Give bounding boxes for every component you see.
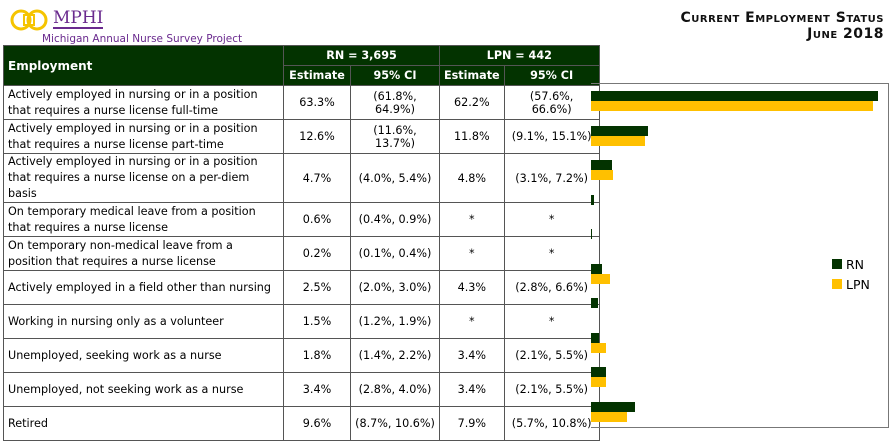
cell-rn: 9.6% — [283, 406, 351, 441]
employment-table: Employment RN = 3,695 LPN = 442 Estimate… — [3, 45, 600, 441]
bar-lpn — [591, 170, 613, 180]
legend-rn: RN — [832, 254, 870, 274]
table-row: Unemployed, seeking work as a nurse 1.8%(… — [3, 338, 600, 373]
table-row: On temporary medical leave from a positi… — [3, 202, 600, 237]
page-title: Current Employment Status June 2018 — [680, 10, 884, 42]
bar-lpn — [591, 273, 611, 284]
cell-label: On temporary medical leave from a positi… — [3, 202, 284, 237]
cell-lpn-ci: (2.1%, 5.5%) — [503, 338, 600, 373]
mphi-logo: MPHI Michigan Annual Nurse Survey Projec… — [8, 6, 308, 45]
logo-text: MPHI — [53, 8, 104, 29]
lpn-header: LPN = 442 — [439, 45, 600, 66]
cell-label: Working in nursing only as a volunteer — [3, 304, 284, 339]
cell-label: Unemployed, seeking work as a nurse — [3, 338, 284, 373]
table-row: Actively employed in a field other than … — [3, 270, 600, 305]
cell-rn: 0.6% — [283, 202, 351, 237]
bar-lpn — [591, 342, 607, 353]
employment-header: Employment — [3, 45, 284, 86]
cell-lpn: 62.2% — [439, 85, 505, 120]
bar-lpn — [591, 135, 645, 146]
rn-header: RN = 3,695 — [283, 45, 440, 66]
cell-lpn: 3.4% — [439, 338, 505, 373]
cell-lpn: * — [439, 304, 505, 339]
cell-label: Actively employed in nursing or in a pos… — [3, 119, 284, 154]
cell-lpn-ci: (57.6%, 66.6%) — [503, 85, 600, 120]
table-row: On temporary non-medical leave from a po… — [3, 236, 600, 271]
logo-knot-icon — [10, 9, 48, 31]
bar-rn — [591, 194, 594, 205]
cell-rn: 1.5% — [283, 304, 351, 339]
bar-rn — [591, 367, 607, 377]
cell-lpn: 3.4% — [439, 372, 505, 407]
cell-lpn-ci: * — [503, 202, 600, 237]
cell-rn: 3.4% — [283, 372, 351, 407]
cell-lpn: * — [439, 202, 505, 237]
bar-rn — [591, 160, 613, 170]
project-name: Michigan Annual Nurse Survey Project — [42, 33, 243, 45]
cell-lpn: 4.3% — [439, 270, 505, 305]
bar-rn — [591, 298, 598, 308]
cell-rn: 1.8% — [283, 338, 351, 373]
bar-lpn — [591, 101, 873, 111]
table-row: Actively employed in nursing or in a pos… — [3, 119, 600, 154]
bar-chart — [591, 83, 889, 428]
cell-lpn-ci: (3.1%, 7.2%) — [503, 153, 600, 203]
cell-label: Actively employed in a field other than … — [3, 270, 284, 305]
cell-label: Actively employed in nursing or in a pos… — [3, 153, 284, 203]
cell-lpn: 4.8% — [439, 153, 505, 203]
cell-lpn-ci: (2.1%, 5.5%) — [503, 372, 600, 407]
cell-label: Actively employed in nursing or in a pos… — [3, 85, 284, 120]
cell-label: Retired — [3, 406, 284, 441]
cell-lpn-ci: * — [503, 236, 600, 271]
bar-rn — [591, 229, 592, 239]
cell-rn-ci: (61.8%, 64.9%) — [350, 85, 440, 120]
cell-rn-ci: (1.4%, 2.2%) — [350, 338, 440, 373]
cell-rn-ci: (0.4%, 0.9%) — [350, 202, 440, 237]
cell-rn-ci: (8.7%, 10.6%) — [350, 406, 440, 441]
bar-rn — [591, 91, 878, 101]
bar-rn — [591, 401, 635, 412]
table-row: Retired 9.6% (8.7%, 10.6%) 7.9% (5.7%, 10.8%… — [3, 406, 600, 441]
bar-rn — [591, 332, 600, 343]
cell-lpn-ci: (2.8%, 6.6%) — [503, 270, 600, 305]
table-row: Actively employed in nursing or in a pos… — [3, 153, 600, 203]
table-row: Actively employed in nursing or in a pos… — [3, 85, 600, 120]
cell-rn-ci: (4.0%, 5.4%) — [350, 153, 440, 203]
cell-rn: 4.7% — [283, 153, 351, 203]
cell-rn: 2.5% — [283, 270, 351, 305]
cell-lpn-ci: * — [503, 304, 600, 339]
cell-rn-ci: (2.0%, 3.0%) — [350, 270, 440, 305]
cell-rn: 0.2% — [283, 236, 351, 271]
bar-lpn — [591, 411, 627, 422]
lpn-estimate-header: Estimate — [439, 65, 505, 86]
cell-lpn-ci: (5.7%, 10.8%) — [503, 406, 600, 441]
legend: RN LPN — [832, 254, 870, 294]
cell-label: Unemployed, not seeking work as a nurse — [3, 372, 284, 407]
rn-ci-header: 95% CI — [350, 65, 440, 86]
bar-rn — [591, 125, 649, 136]
cell-label: On temporary non-medical leave from a po… — [3, 236, 284, 271]
bar-rn — [591, 263, 603, 274]
cell-rn-ci: (1.2%, 1.9%) — [350, 304, 440, 339]
rn-estimate-header: Estimate — [283, 65, 351, 86]
cell-rn-ci: (11.6%, 13.7%) — [350, 119, 440, 154]
cell-rn-ci: (0.1%, 0.4%) — [350, 236, 440, 271]
cell-lpn-ci: (9.1%, 15.1%) — [503, 119, 600, 154]
cell-rn-ci: (2.8%, 4.0%) — [350, 372, 440, 407]
cell-rn: 63.3% — [283, 85, 351, 120]
cell-rn: 12.6% — [283, 119, 351, 154]
table-row: Working in nursing only as a volunteer 1.… — [3, 304, 600, 339]
table-row: Unemployed, not seeking work as a nurse 3… — [3, 372, 600, 407]
lpn-ci-header: 95% CI — [503, 65, 600, 86]
bar-lpn — [591, 377, 607, 387]
legend-lpn: LPN — [832, 274, 870, 294]
cell-lpn: 7.9% — [439, 406, 505, 441]
cell-lpn: 11.8% — [439, 119, 505, 154]
cell-lpn: * — [439, 236, 505, 271]
